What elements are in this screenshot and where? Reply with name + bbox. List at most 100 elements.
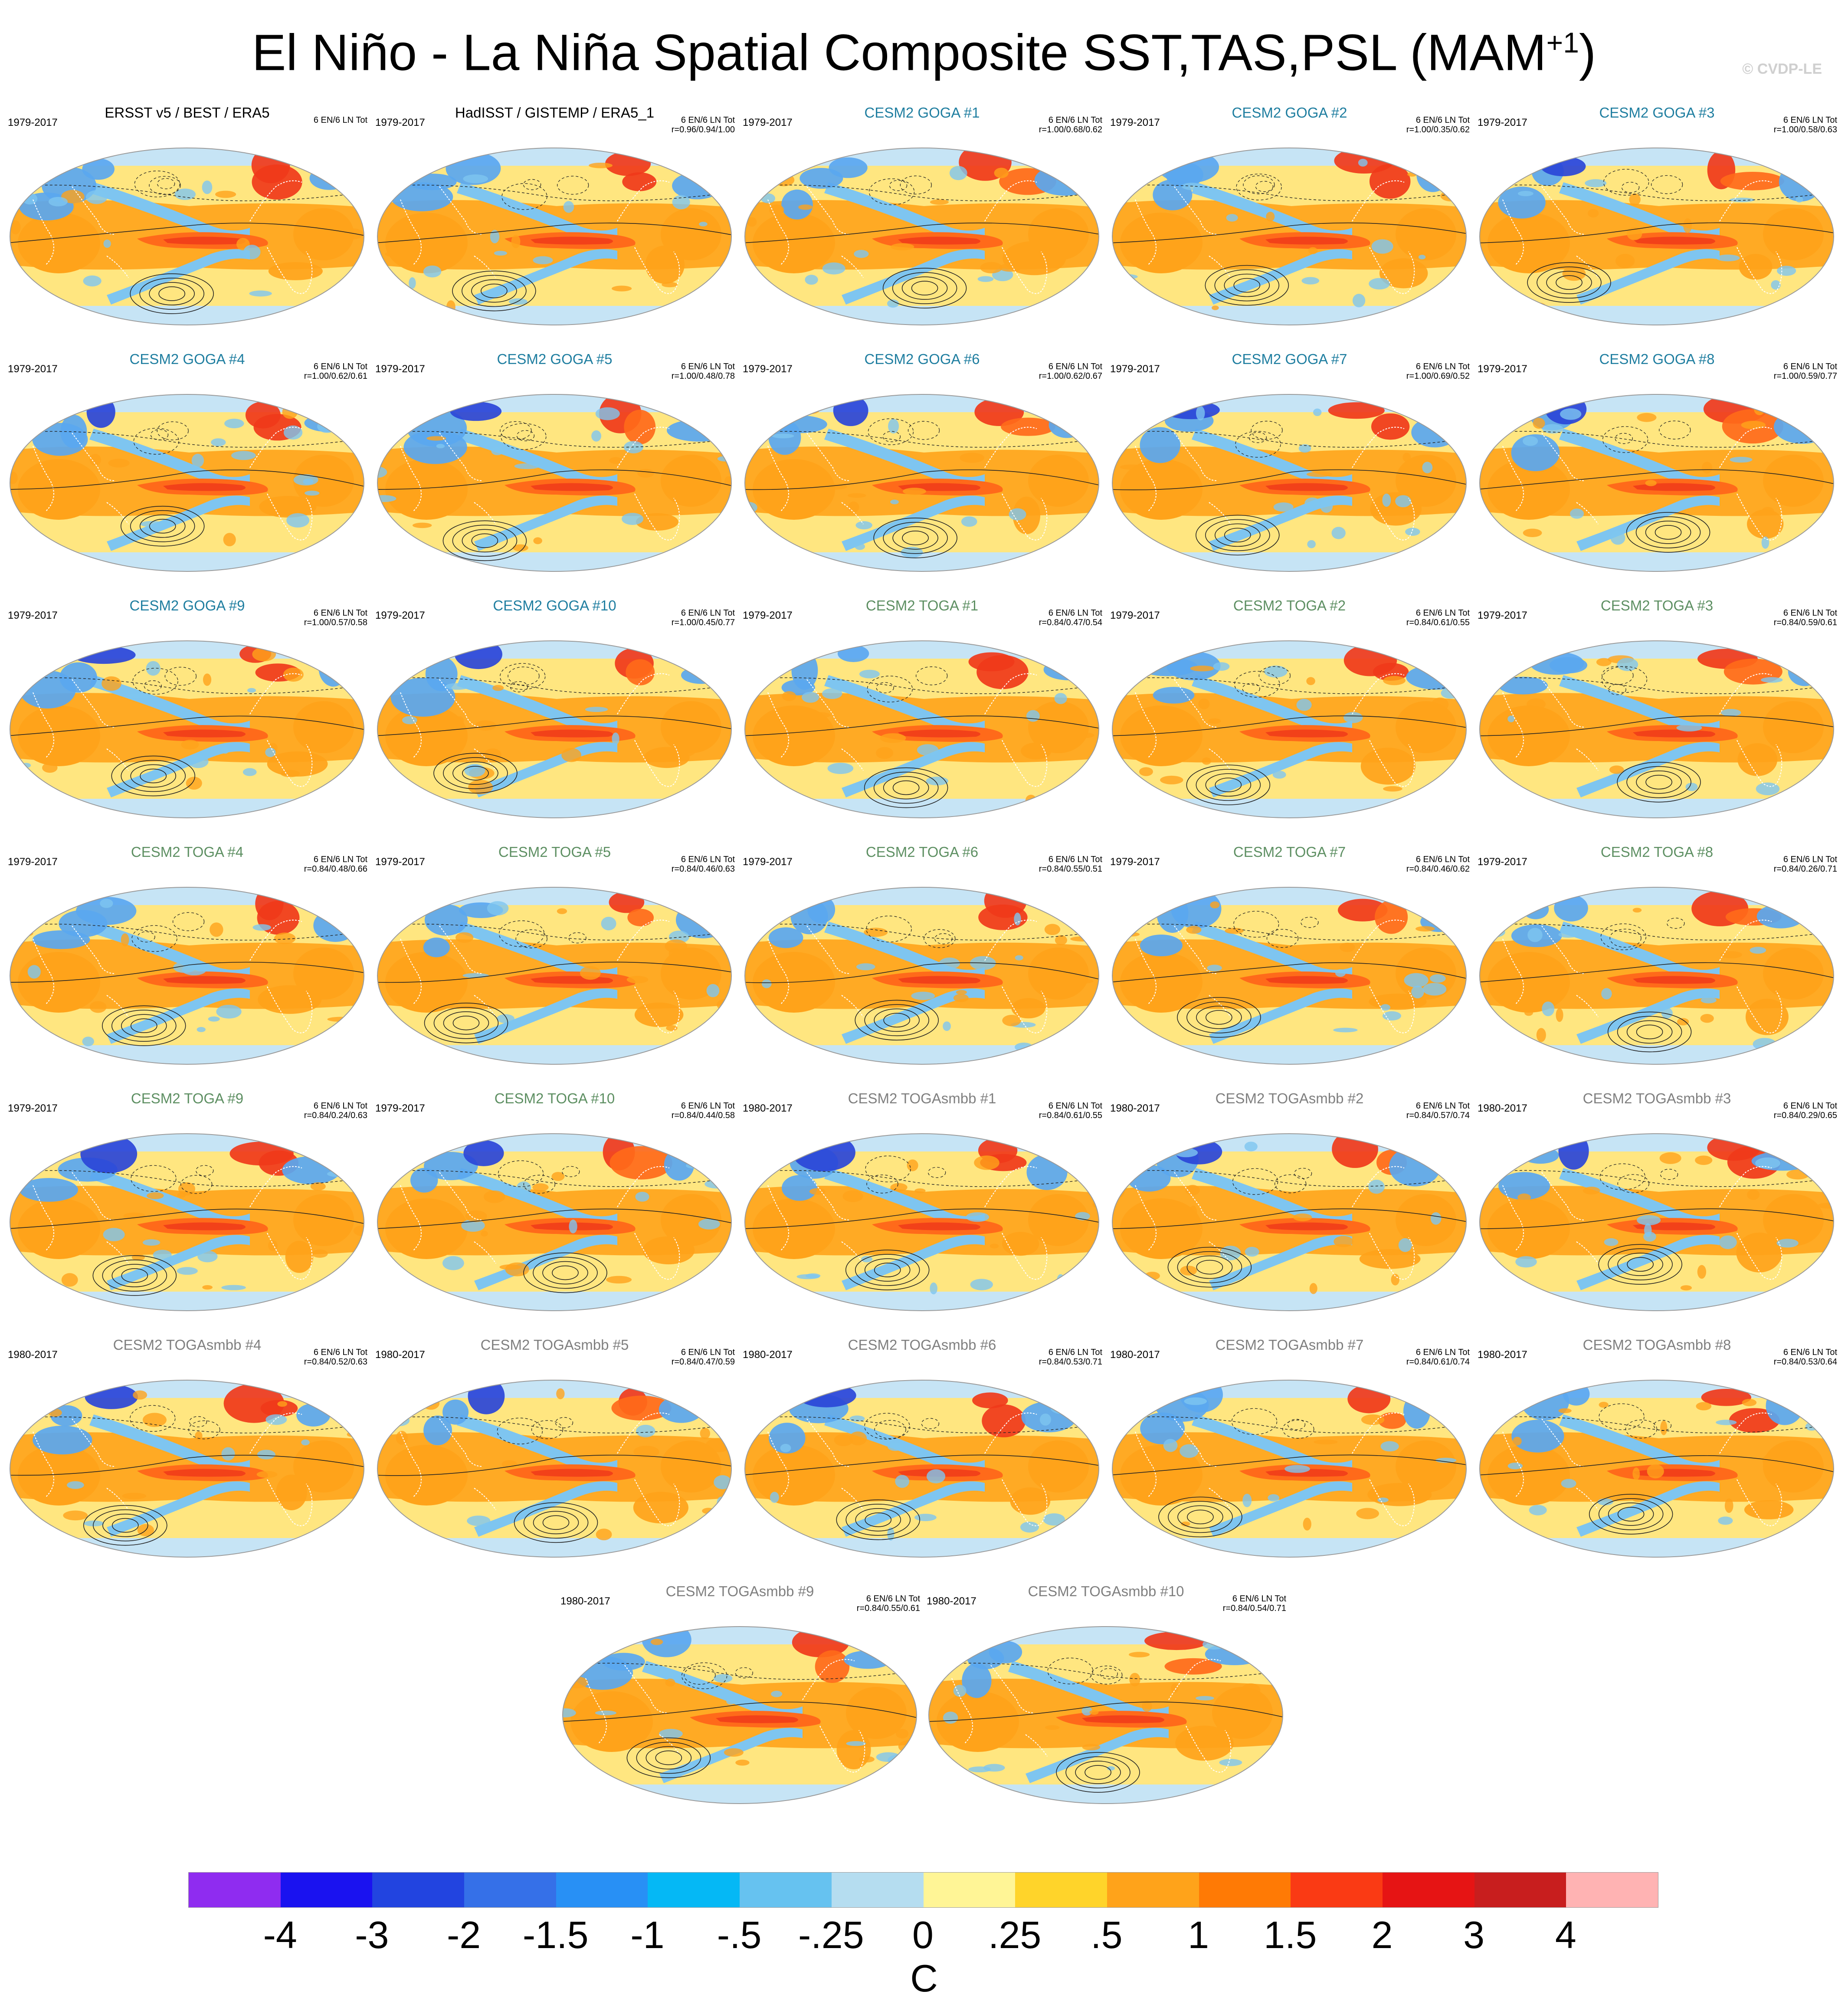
psl-contour-negative: [745, 1170, 1099, 1187]
north-pacific-cool-arm: [89, 922, 250, 980]
psl-contour: [121, 1268, 148, 1283]
psl-contour-negative: [1608, 684, 1626, 695]
panel-years: 1979-2017: [743, 856, 793, 868]
panel-years: 1980-2017: [375, 1349, 425, 1361]
noise-patch: [83, 275, 102, 287]
figure-title: El Niño - La Niña Spatial Composite SST,…: [0, 12, 1848, 83]
noise-patch: [1817, 1203, 1834, 1209]
map-panel: CESM2 GOGA #8 1979-2017 6 EN/6 LN Tot r=1.0…: [1473, 351, 1841, 594]
americas-coastline: [984, 673, 1048, 787]
noise-patch: [1796, 789, 1810, 800]
psl-contour-negative: [874, 1420, 906, 1439]
atlantic-warm: [1396, 701, 1456, 753]
psl-contour: [462, 766, 489, 781]
psl-contour: [1186, 764, 1271, 805]
colorbar-swatch: [1566, 1873, 1658, 1907]
north-pacific-cool-arm: [89, 182, 250, 241]
panel-years: 1979-2017: [8, 856, 58, 868]
noise-patch: [210, 922, 223, 937]
noise-patch: [462, 973, 489, 978]
psl-contour-negative: [868, 178, 915, 205]
psl-contour: [1655, 525, 1682, 540]
antarctic-band: [377, 552, 731, 571]
panel-stats-label: 6 EN/6 LN Tot: [681, 1101, 735, 1111]
land-anomaly-blob: [1520, 1382, 1569, 1420]
panel-pattern-correlation: r=1.00/0.57/0.58: [304, 618, 367, 627]
land-anomaly-blob: [642, 1236, 695, 1265]
colorbar-swatch: [831, 1873, 924, 1907]
south-pacific-cool-arm: [842, 742, 985, 797]
map-panel: CESM2 TOGA #6 1979-2017 6 EN/6 LN Tot r=0.8…: [738, 843, 1106, 1086]
noise-patch: [377, 679, 386, 690]
indian-ocean-warm: [1120, 1198, 1203, 1259]
noise-patch: [1480, 902, 1493, 917]
africa-coastline: [1502, 692, 1524, 758]
psl-contour-negative: [1258, 666, 1291, 685]
noise-patch: [195, 1431, 203, 1440]
noise-patch: [487, 901, 509, 915]
noise-patch: [864, 928, 888, 937]
map-outline: [744, 1380, 1099, 1558]
panel-years: 1980-2017: [1110, 1349, 1160, 1361]
map-outline: [10, 887, 364, 1065]
noise-patch: [1517, 1193, 1531, 1201]
noise-patch: [1695, 1155, 1713, 1165]
north-pacific-cool-arm: [89, 1168, 250, 1227]
map-outline: [377, 1133, 732, 1311]
noise-patch: [943, 1021, 951, 1031]
panel-stats-label: 6 EN/6 LN Tot: [681, 608, 735, 618]
panel-stats-label: 6 EN/6 LN Tot: [1415, 1348, 1470, 1357]
land-anomaly-blob: [1701, 1389, 1751, 1406]
noise-patch: [491, 446, 504, 456]
noise-patch: [1079, 768, 1092, 783]
psl-contour: [655, 1750, 682, 1765]
psl-contour-negative: [1480, 431, 1834, 448]
psl-contour: [112, 1518, 139, 1533]
psl-contour: [452, 525, 518, 557]
psl-contour: [901, 276, 948, 300]
panel-years: 1979-2017: [1478, 363, 1527, 375]
africa-coastline: [1135, 692, 1157, 758]
panel-pattern-correlation: r=0.84/0.46/0.63: [671, 864, 735, 874]
panel-years: 1980-2017: [743, 1349, 793, 1361]
noise-patch: [1331, 527, 1346, 539]
noise-patch: [1777, 266, 1796, 276]
noise-patch: [1296, 699, 1312, 711]
psl-contour: [1112, 222, 1466, 243]
colorbar-swatch: [189, 1873, 281, 1907]
panel-pattern-correlation: r=0.84/0.61/0.74: [1406, 1357, 1470, 1367]
land-anomaly-blob: [1788, 657, 1822, 686]
atlantic-warm: [293, 208, 354, 260]
noise-patch: [1303, 1517, 1311, 1531]
panel-stats: 6 EN/6 LN Tot r=0.84/0.26/0.71: [1774, 855, 1837, 874]
psl-contour-negative: [928, 1167, 946, 1178]
noise-patch: [1753, 402, 1765, 415]
noise-patch: [780, 1443, 791, 1453]
psl-contour-negative: [1112, 431, 1466, 448]
land-anomaly-blob: [1021, 742, 1052, 760]
noise-patch: [1371, 239, 1393, 254]
noise-patch: [1020, 1522, 1039, 1533]
psl-contour: [1617, 1016, 1682, 1048]
map-field: [745, 1134, 1099, 1311]
indian-ocean-warm: [385, 213, 468, 273]
atlantic-warm: [661, 701, 721, 753]
noise-patch: [596, 1529, 612, 1541]
noise-patch: [980, 262, 1003, 273]
psl-contour-negative: [523, 1174, 556, 1194]
map-panel: CESM2 TOGAsmbb #10 1980-2017 6 EN/6 LN Tot…: [922, 1583, 1290, 1826]
land-anomaly-blob: [976, 655, 1029, 689]
psl-contour: [1196, 1006, 1242, 1029]
psl-contour: [377, 715, 731, 736]
land-anomaly-blob: [792, 1134, 855, 1171]
land-anomaly-blob: [1164, 1658, 1222, 1675]
land-anomaly-blob: [76, 897, 137, 925]
americas-coastline: [249, 1412, 313, 1526]
psl-contour: [10, 961, 364, 983]
noise-patch: [274, 932, 296, 945]
africa-coastline: [33, 1431, 54, 1497]
antarctic-band: [1480, 306, 1834, 325]
panel-title: CESM2 TOGAsmbb #10: [1028, 1583, 1184, 1599]
noise-patch: [501, 1460, 518, 1469]
psl-contour-negative: [1480, 924, 1834, 941]
